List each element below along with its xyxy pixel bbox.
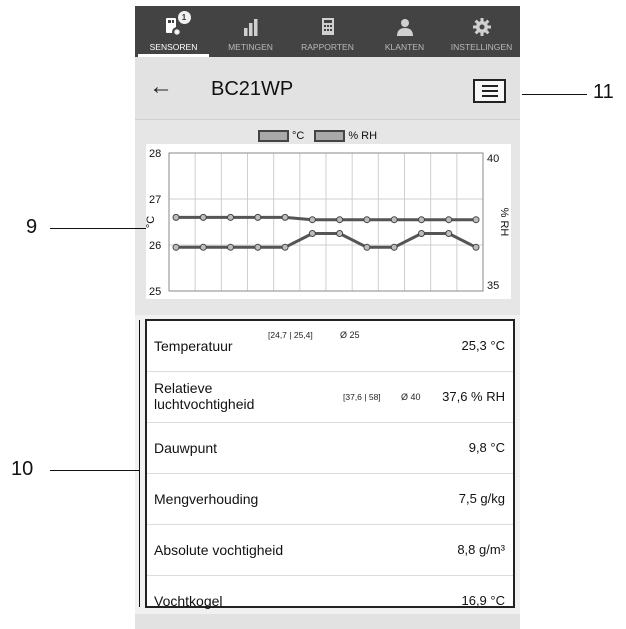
measurement-value: 25,3 °C	[461, 338, 505, 353]
chart-area: °C % RH 25 26 27 28 35 40 °C % RH	[135, 120, 520, 315]
measurement-name: Relatieve luchtvochtigheid	[154, 380, 254, 412]
nav-tab-instellingen[interactable]: INSTELLINGEN	[443, 6, 520, 57]
legend-swatch-rh	[314, 130, 346, 142]
arrow-left-icon[interactable]: ←	[149, 73, 173, 100]
series-point-1	[336, 230, 344, 237]
series-point-1	[472, 243, 480, 251]
series-point-1	[390, 243, 398, 251]
measurement-value: 8,8 g/m³	[457, 542, 505, 557]
nav-label: RAPPORTEN	[301, 42, 354, 52]
y-tick-label: 25	[149, 286, 161, 298]
series-point-0	[254, 213, 262, 221]
callout-line-panel	[50, 470, 139, 471]
y-tick-label: 28	[149, 148, 161, 160]
chart-legend: °C % RH	[258, 130, 387, 142]
page-title: BC21WP	[211, 78, 294, 100]
callout-line-menu	[522, 94, 587, 95]
y2-axis-label: % RH	[498, 208, 510, 237]
measurement-row-mengverhouding[interactable]: Mengverhouding 7,5 g/kg	[147, 474, 513, 525]
series-point-1	[172, 243, 180, 251]
measurement-value: 16,9 °C	[461, 593, 505, 608]
y2-tick-label: 40	[487, 153, 499, 165]
measurement-value: 37,6 % RH	[442, 389, 505, 404]
nav-tab-metingen[interactable]: METINGEN	[212, 6, 289, 57]
measurement-row-absolute-vochtigheid[interactable]: Absolute vochtigheid 8,8 g/m³	[147, 525, 513, 576]
bottom-strip	[135, 614, 520, 629]
callout-number-menu: 11	[593, 81, 614, 103]
series-point-0	[336, 216, 344, 224]
chart-background	[146, 144, 511, 299]
measurement-row-vochtkogel[interactable]: Vochtkogel 16,9 °C	[147, 576, 513, 626]
measurement-name-line2: luchtvochtigheid	[154, 396, 255, 412]
series-line-1	[176, 232, 477, 249]
plot-frame	[168, 152, 484, 292]
series-point-0	[227, 213, 235, 221]
bar-chart-icon	[240, 16, 262, 38]
nav-label: INSTELLINGEN	[450, 42, 513, 52]
nav-label: METINGEN	[228, 42, 273, 52]
series-point-0	[308, 216, 316, 224]
series-line-0	[176, 215, 476, 222]
y-tick-label: 27	[149, 194, 161, 206]
measurement-row-temperatuur[interactable]: Temperatuur [24,7 | 25,4] Ø 25 25,3 °C	[147, 321, 513, 372]
nav-label: SENSOREN	[149, 42, 198, 52]
y-axis-label: °C	[146, 216, 157, 228]
measurement-row-dauwpunt[interactable]: Dauwpunt 9,8 °C	[147, 423, 513, 474]
series-point-0	[417, 216, 425, 224]
series-point-1	[254, 243, 262, 251]
measurement-row-relatieve-luchtvochtigheid[interactable]: Relatieve luchtvochtigheid [37,6 | 58] Ø …	[147, 372, 513, 423]
callout-line-chart	[50, 228, 146, 229]
measurement-value: 9,8 °C	[468, 440, 505, 455]
series-point-0	[199, 213, 207, 221]
measurement-range: [24,7 | 25,4]	[268, 330, 313, 340]
measurement-name: Dauwpunt	[154, 440, 218, 456]
nav-tab-rapporten[interactable]: RAPPORTEN	[289, 6, 366, 57]
series-point-1	[227, 243, 235, 251]
line-chart: 25 26 27 28 35 40 °C % RH	[146, 144, 511, 299]
measurement-name: Absolute vochtigheid	[154, 542, 284, 558]
measurement-average: Ø 25	[340, 330, 360, 340]
series-point-0	[363, 216, 371, 224]
series-point-1	[281, 243, 289, 251]
top-nav: 1 SENSOREN METINGEN RAPPORTEN KLANTEN	[135, 6, 520, 57]
nav-tab-sensoren[interactable]: 1 SENSOREN	[135, 6, 212, 57]
measurement-name: Temperatuur	[154, 338, 233, 354]
series-point-1	[445, 230, 453, 237]
measurement-name-line1: Relatieve	[154, 380, 213, 396]
measurement-name: Mengverhouding	[154, 491, 259, 507]
notification-badge: 1	[177, 11, 191, 24]
report-icon	[317, 16, 339, 38]
series-point-1	[199, 243, 207, 251]
callout-bracket-panel	[139, 320, 140, 607]
gear-icon	[471, 16, 493, 38]
series-point-0	[281, 213, 289, 221]
measurement-value: 7,5 g/kg	[458, 491, 505, 506]
nav-tab-klanten[interactable]: KLANTEN	[366, 6, 443, 57]
series-point-0	[390, 216, 398, 224]
y-tick-label: 26	[149, 240, 161, 252]
sensor-icon: 1	[163, 11, 191, 38]
measurement-name: Vochtkogel	[154, 593, 223, 609]
customer-icon	[394, 16, 416, 38]
series-point-0	[172, 213, 180, 221]
nav-label: KLANTEN	[384, 42, 425, 52]
series-point-0	[472, 216, 480, 224]
hamburger-menu-icon[interactable]	[473, 79, 506, 103]
legend-label-temp: °C	[292, 130, 305, 142]
measurement-average: Ø 40	[401, 392, 421, 402]
series-point-1	[417, 230, 425, 237]
app-header: ← BC21WP	[135, 57, 520, 120]
legend-label-rh: % RH	[348, 130, 378, 142]
measurements-panel: Temperatuur [24,7 | 25,4] Ø 25 25,3 °C R…	[145, 319, 515, 609]
legend-swatch-temp	[258, 130, 289, 142]
callout-number-chart: 9	[26, 216, 38, 238]
y2-tick-label: 35	[487, 280, 499, 292]
series-point-1	[363, 243, 371, 251]
measurement-range: [37,6 | 58]	[343, 392, 381, 402]
series-point-0	[445, 216, 453, 224]
callout-number-panel: 10	[11, 458, 34, 480]
series-point-1	[308, 230, 316, 237]
